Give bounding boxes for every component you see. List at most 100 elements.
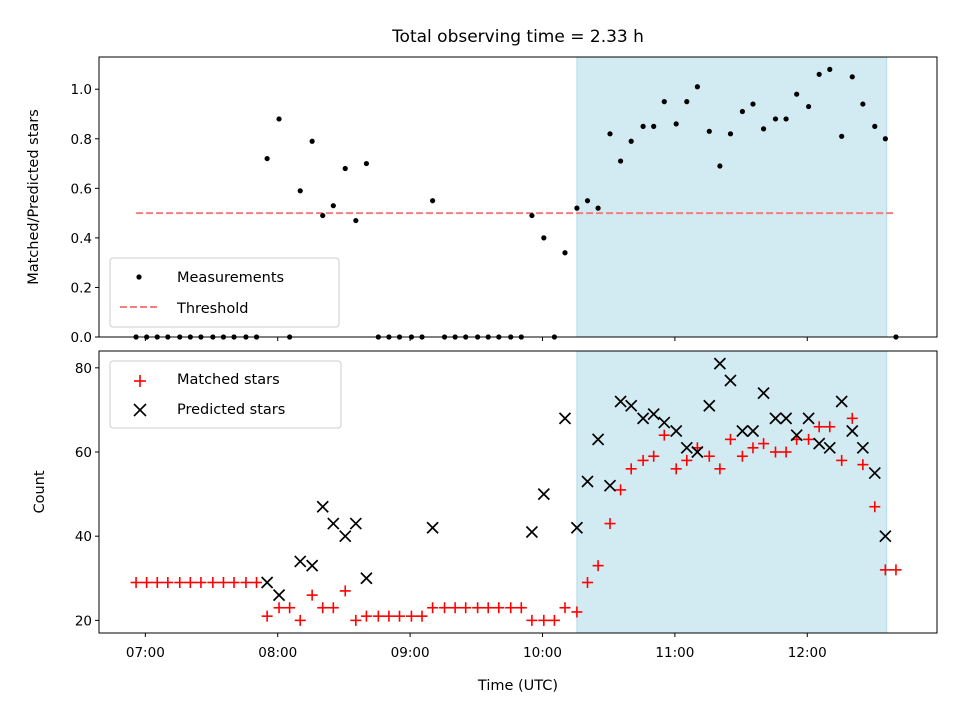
predicted-point — [856, 441, 869, 454]
matched-point — [184, 576, 196, 588]
matched-point — [571, 606, 583, 618]
measurement-point — [353, 217, 359, 224]
predicted-point — [261, 576, 274, 589]
measurement-point — [772, 116, 779, 122]
matched-point — [141, 576, 153, 588]
measurement-point — [529, 212, 535, 219]
predicted-point — [846, 424, 859, 438]
measurement-point — [628, 138, 634, 144]
y-tick-label: 0.6 — [71, 181, 92, 197]
x-tick-label: 10:00 — [523, 645, 562, 661]
matched-point — [394, 610, 406, 622]
measurement-point — [584, 198, 591, 204]
y-tick-label: 80 — [75, 361, 92, 377]
y-tick-label: 0.0 — [71, 330, 92, 346]
bottom-legend: Matched stars Predicted stars — [109, 360, 342, 429]
measurement-point — [694, 84, 700, 90]
predicted-point — [272, 589, 286, 602]
matched-point — [383, 610, 395, 622]
measurement-point — [783, 116, 789, 122]
x-tick-label: 08:00 — [258, 645, 297, 661]
x-tick-label: 11:00 — [655, 645, 694, 661]
top-y-axis-label: Matched/Predicted stars — [26, 109, 42, 285]
matched-point — [427, 602, 439, 614]
matched-point — [261, 610, 273, 622]
predicted-point — [558, 412, 572, 425]
top-legend: Measurements Threshold — [109, 257, 340, 328]
measurement-point — [607, 131, 613, 137]
predicted-point — [349, 517, 362, 530]
matched-point — [747, 442, 759, 454]
legend-predicted-label: Predicted stars — [177, 402, 285, 418]
matched-point — [526, 614, 538, 626]
predicted-point — [581, 475, 594, 488]
matched-point — [505, 602, 517, 614]
measurement-point — [661, 99, 667, 105]
measurement-point — [760, 126, 767, 132]
matched-point — [758, 438, 770, 450]
matched-point — [714, 463, 726, 475]
measurement-point — [684, 99, 690, 105]
matched-point — [625, 463, 637, 475]
measurement-point — [363, 160, 370, 167]
matched-point — [592, 560, 604, 572]
matched-point — [360, 610, 372, 622]
measurement-point — [860, 101, 866, 107]
matched-point — [284, 602, 296, 614]
chart-title: Total observing time = 2.33 h — [391, 27, 644, 47]
top-legend-box — [109, 257, 340, 328]
matched-point — [472, 602, 484, 614]
measurement-point — [617, 158, 624, 164]
matched-point — [615, 484, 627, 496]
matched-point — [217, 576, 229, 588]
matched-point — [207, 576, 219, 588]
matched-point — [372, 610, 384, 622]
measurement-point — [264, 155, 270, 162]
measurement-point — [827, 66, 833, 72]
x-tick-label: 09:00 — [391, 645, 430, 661]
matched-point — [648, 450, 660, 462]
predicted-point — [835, 395, 848, 408]
y-tick-label: 1.0 — [71, 82, 92, 98]
legend-threshold-label: Threshold — [176, 301, 248, 317]
bottom-y-axis-label: Count — [32, 470, 48, 513]
y-tick-label: 0.4 — [71, 231, 92, 247]
predicted-point — [625, 399, 638, 412]
measurement-point — [430, 198, 436, 204]
top-plot-frame — [98, 56, 938, 338]
predicted-point — [879, 530, 892, 543]
predicted-point — [570, 521, 584, 534]
predicted-point — [647, 408, 660, 421]
predicted-point — [603, 479, 617, 492]
matched-point — [703, 450, 715, 462]
measurement-point — [541, 235, 547, 241]
measurement-point — [651, 123, 657, 129]
matched-point — [582, 576, 594, 588]
predicted-point — [813, 437, 826, 450]
predicted-point — [316, 500, 329, 513]
matched-point — [803, 433, 815, 445]
y-tick-label: 40 — [75, 529, 92, 545]
matched-point — [604, 518, 616, 530]
measurement-point — [574, 205, 580, 211]
predicted-point — [802, 412, 815, 425]
matched-point — [228, 576, 240, 588]
legend-matched-marker — [134, 375, 146, 387]
predicted-point — [327, 517, 340, 530]
matched-point — [460, 602, 472, 614]
matched-point — [724, 433, 736, 445]
bottom-plot-frame — [98, 350, 938, 634]
measurement-point — [805, 103, 812, 110]
measurement-point — [330, 203, 336, 209]
x-tick-label: 07:00 — [126, 645, 165, 661]
predicted-point — [703, 399, 716, 412]
matched-point — [195, 576, 207, 588]
predicted-point — [713, 357, 726, 370]
matched-point — [151, 576, 163, 588]
matched-point — [515, 602, 527, 614]
matched-point — [559, 602, 571, 614]
measurement-point — [342, 165, 348, 172]
measurement-point — [849, 74, 855, 80]
predicted-point — [339, 530, 352, 543]
measurement-point — [595, 205, 601, 211]
